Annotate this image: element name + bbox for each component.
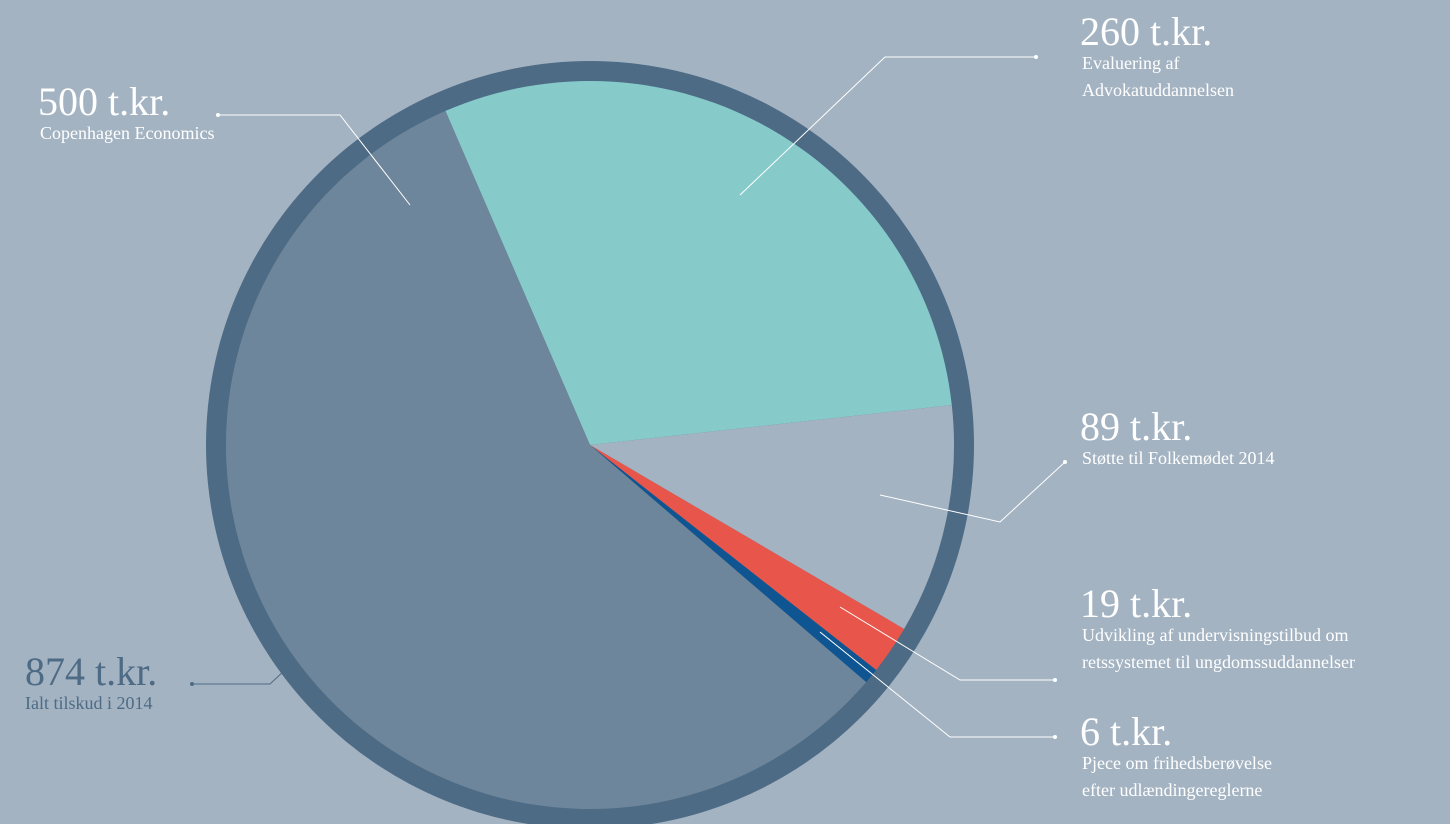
value-label: 260 t.kr. xyxy=(1080,9,1212,54)
slice-label: Advokatuddannelsen xyxy=(1082,80,1234,100)
slice-label: Udvikling af undervisningstilbud om xyxy=(1082,625,1348,645)
value-label: 19 t.kr. xyxy=(1080,581,1192,626)
leader-dot xyxy=(1063,460,1067,464)
leader-dot xyxy=(216,113,220,117)
leader-dot xyxy=(1053,735,1057,739)
total-label: 874 t.kr. xyxy=(25,649,157,694)
pie-slice xyxy=(445,81,952,446)
leader-dot xyxy=(1034,55,1038,59)
slice-label: Pjece om frihedsberøvelse xyxy=(1082,753,1272,773)
slice-label: Copenhagen Economics xyxy=(40,123,214,143)
slice-label: retssystemet til ungdomssuddannelser xyxy=(1082,652,1355,672)
slice-label: Evaluering af xyxy=(1082,53,1179,73)
leader-line xyxy=(218,114,411,206)
leader-line xyxy=(739,56,1036,196)
pie-slice xyxy=(590,445,905,670)
pie-slice xyxy=(226,110,867,809)
total-description: Ialt tilskud i 2014 xyxy=(25,693,153,713)
value-label: 500 t.kr. xyxy=(38,79,170,124)
leader-dot xyxy=(190,682,194,686)
slice-label: efter udlændingereglerne xyxy=(1082,780,1262,800)
leader-line xyxy=(192,669,286,685)
leader-dot xyxy=(1053,678,1057,682)
leader-line xyxy=(819,631,1055,738)
pie-slice xyxy=(590,405,954,629)
value-label: 6 t.kr. xyxy=(1080,709,1172,754)
slice-label: Støtte til Folkemødet 2014 xyxy=(1082,448,1275,468)
leader-line xyxy=(839,606,1055,681)
pie-slice xyxy=(590,445,877,683)
leader-line xyxy=(879,461,1066,523)
value-label: 89 t.kr. xyxy=(1080,404,1192,449)
